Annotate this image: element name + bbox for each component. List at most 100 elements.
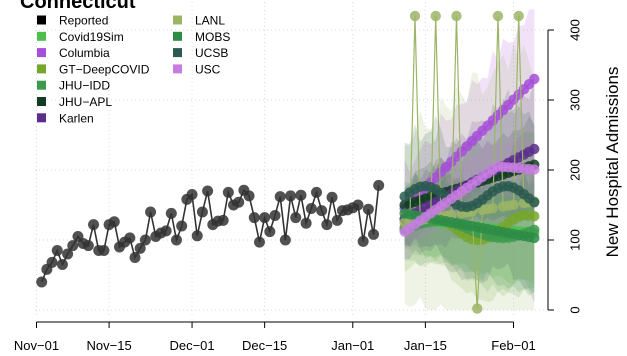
series-point-3-25 [529,224,540,235]
x-tick-label-2: Dec−01 [169,338,214,353]
reported-point-3 [51,245,63,256]
reported-point-17 [124,232,136,244]
legend-label-5: JHU−APL [59,95,112,109]
reported-point-14 [108,216,120,228]
reported-point-63 [362,203,374,215]
reported-point-53 [310,186,322,198]
legend-label-6: Karlen [59,111,94,125]
reported-point-19 [134,242,146,254]
reported-point-47 [279,234,291,246]
legend-label-0: Reported [59,14,108,28]
legend-label-4: JHU−IDD [59,79,110,93]
y-tick-label-0: 0 [567,306,582,313]
y-tick-label-3: 300 [567,89,582,111]
reported-point-54 [316,205,328,217]
x-tick-label-3: Dec−15 [242,338,287,353]
reported-point-18 [129,252,141,263]
legend-swatch-5 [37,97,46,106]
reported-point-48 [285,190,297,202]
legend-swatch-2 [37,48,46,58]
series-point-9-25 [529,164,540,175]
grid [35,2,546,318]
reported-point-32 [202,185,214,197]
reported-point-6 [67,240,79,252]
legend-swatch-4 [37,80,46,90]
y-tick-label-2: 200 [567,159,582,181]
legend-swatch-7 [173,15,182,25]
reported-point-38 [233,196,245,208]
reported-point-51 [300,217,312,229]
reported-point-64 [368,228,380,240]
series-point-6-2 [409,10,421,22]
reported-point-29 [186,189,198,200]
reported-point-26 [170,234,182,246]
forecast-lines [399,10,540,314]
series-point-6-17 [487,203,498,214]
legend-swatch-1 [37,31,46,41]
legend-label-3: GT−DeepCOVID [59,62,150,76]
series-point-2-25 [529,211,540,222]
y-tick-label-1: 100 [567,229,582,251]
reported-point-25 [165,207,177,219]
reported-point-20 [139,234,151,246]
series-point-5-25 [529,143,540,155]
reported-point-50 [295,189,307,201]
x-tick-label-5: Jan−15 [404,338,447,353]
reported-point-52 [305,203,317,214]
series-point-1-25 [529,73,540,85]
y-tick-label-4: 400 [567,19,582,41]
y-axis-label: New Hospital Admissions [603,67,622,258]
reported-point-55 [321,219,333,231]
legend: Reported Covid19Sim Columbia GT−DeepCOVID JH… [37,14,230,125]
legend-label-8: MOBS [195,30,230,44]
series-point-7-25 [529,232,540,244]
legend-swatch-10 [173,64,182,74]
legend-label-9: UCSB [195,46,228,60]
reported-point-0 [36,276,48,288]
reported-point-45 [269,210,281,221]
reported-point-35 [217,214,229,226]
legend-label-1: Covid19Sim [59,30,124,44]
reported-point-42 [253,236,265,248]
reported-point-5 [62,248,74,260]
x-tick-label-1: Nov−15 [87,338,132,353]
reported-point-12 [98,245,110,256]
reported-point-62 [357,235,369,247]
reported-point-46 [274,191,286,203]
reported-series [36,179,385,288]
reported-point-30 [191,230,203,242]
reported-point-10 [88,219,100,231]
series-point-8-25 [529,197,540,208]
reported-point-40 [243,190,255,202]
reported-point-36 [222,186,234,198]
reported-point-65 [373,179,385,191]
reported-point-43 [259,212,271,224]
reported-point-24 [160,225,172,237]
reported-point-31 [196,206,208,218]
reported-point-9 [82,240,94,252]
series-point-6-18 [492,10,504,22]
series-point-6-21 [508,199,519,211]
legend-swatch-6 [37,113,46,123]
legend-swatch-8 [173,31,182,41]
reported-point-27 [176,220,188,232]
legend-swatch-3 [37,64,46,74]
reported-point-56 [326,191,338,203]
chart-title: Connecticut [20,0,136,13]
axes: Nov−01 Nov−15 Dec−01 Dec−15 Jan−01 Jan−15 Feb−… [14,19,583,353]
x-tick-label-6: Feb−01 [491,338,535,353]
legend-label-10: USC [195,62,221,76]
series-point-6-6 [430,10,441,22]
reported-point-41 [248,212,260,224]
legend-label-2: Columbia [59,46,110,60]
series-point-6-14 [472,303,483,314]
x-tick-label-0: Nov−01 [14,338,59,353]
reported-point-61 [352,199,364,211]
series-point-6-22 [513,10,524,22]
reported-point-2 [46,256,58,268]
legend-swatch-9 [173,48,182,58]
legend-swatch-0 [37,15,46,25]
reported-point-57 [331,214,343,226]
x-tick-label-4: Jan−01 [331,338,374,353]
